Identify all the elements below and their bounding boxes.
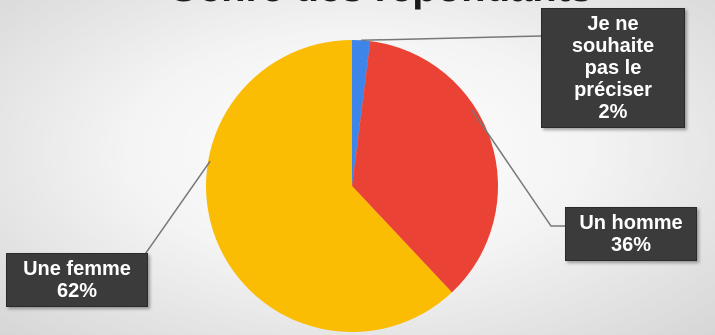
data-label-line: Une femme	[23, 258, 131, 280]
data-label-value: 62%	[56, 280, 98, 302]
data-label-man: Un homme 36%	[565, 207, 697, 261]
data-label-line: Un homme	[579, 212, 683, 234]
leader-line-man	[471, 109, 565, 227]
data-label-not-specified: Je ne souhaite pas le préciser 2%	[541, 8, 685, 128]
data-label-line: pas le préciser	[574, 57, 652, 101]
data-label-woman: Une femme 62%	[6, 253, 148, 307]
pie-slice-woman	[205, 40, 452, 332]
pie-slice-man	[352, 41, 498, 293]
chart-title: Genre des répondants	[0, 0, 715, 11]
data-label-line: Je ne souhaite	[571, 13, 655, 57]
leader-line-not-specified	[361, 35, 542, 42]
data-label-value: 2%	[598, 101, 628, 123]
pie-slices	[205, 40, 498, 332]
leader-lines	[133, 35, 565, 271]
data-label-value: 36%	[610, 234, 652, 256]
pie-slice-not-specified	[352, 40, 371, 186]
leader-line-woman	[133, 160, 211, 271]
